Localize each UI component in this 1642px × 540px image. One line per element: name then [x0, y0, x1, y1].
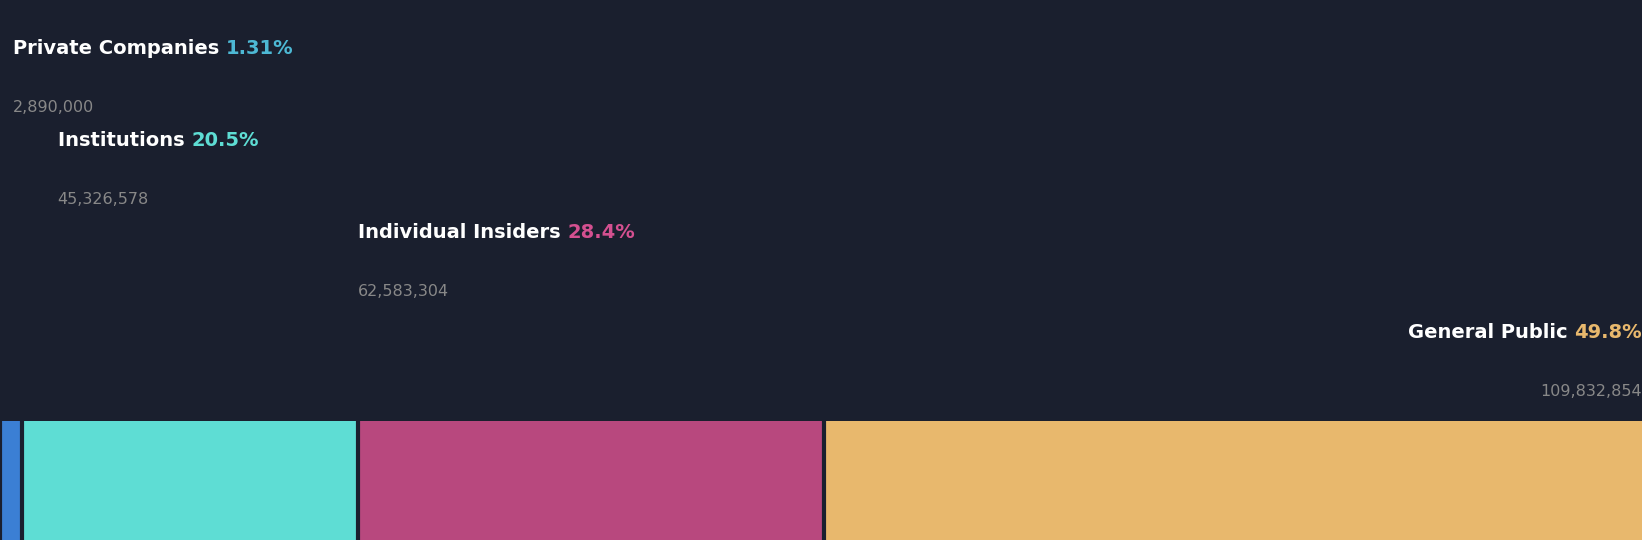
- Text: Institutions: Institutions: [57, 131, 190, 150]
- Text: 49.8%: 49.8%: [1575, 322, 1642, 342]
- Text: Private Companies: Private Companies: [13, 39, 227, 58]
- Text: 45,326,578: 45,326,578: [57, 192, 149, 207]
- Text: 62,583,304: 62,583,304: [358, 284, 450, 299]
- Bar: [0, 421, 21, 540]
- Text: 2,890,000: 2,890,000: [13, 100, 94, 116]
- Bar: [21, 421, 358, 540]
- Text: 20.5%: 20.5%: [190, 131, 258, 150]
- Text: Individual Insiders: Individual Insiders: [358, 222, 568, 242]
- Text: 28.4%: 28.4%: [568, 222, 635, 242]
- Bar: [358, 421, 824, 540]
- Bar: [824, 421, 1642, 540]
- Text: General Public: General Public: [1409, 322, 1575, 342]
- Text: 1.31%: 1.31%: [227, 39, 294, 58]
- Text: 109,832,854: 109,832,854: [1540, 384, 1642, 399]
